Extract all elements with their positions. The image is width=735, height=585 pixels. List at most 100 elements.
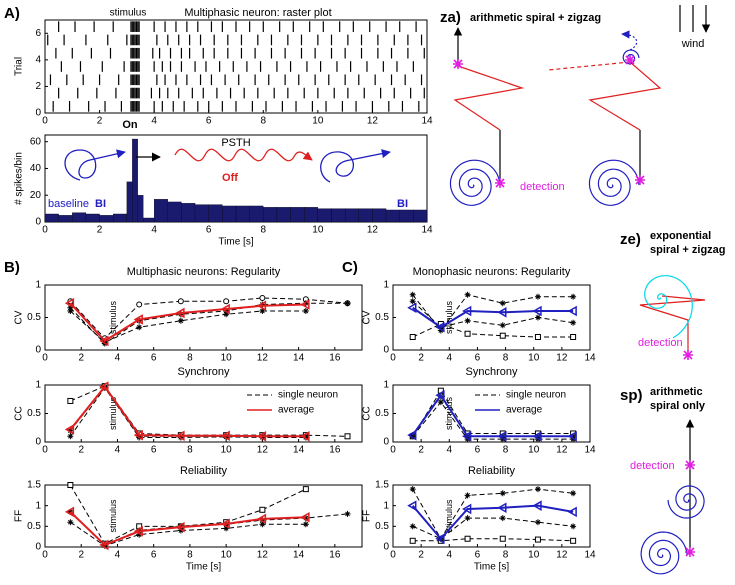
marker xyxy=(567,506,577,518)
bar xyxy=(331,208,346,223)
marker xyxy=(407,500,417,511)
marker xyxy=(570,293,577,300)
series-line xyxy=(69,511,306,547)
chart-title: Synchrony xyxy=(466,366,518,378)
x-tick-label: 10 xyxy=(312,225,324,236)
marker xyxy=(133,526,143,537)
marker xyxy=(220,518,230,530)
x-tick-label: 12 xyxy=(367,116,379,127)
marker xyxy=(497,502,507,514)
plot-frame xyxy=(44,19,428,114)
marker xyxy=(409,537,416,544)
marker xyxy=(344,300,351,307)
y-tick-label: 0 xyxy=(35,542,41,553)
panel-label: ze) xyxy=(620,231,641,248)
marker xyxy=(223,525,230,532)
x-tick-label: 4 xyxy=(115,445,121,456)
marker xyxy=(534,293,541,300)
marker xyxy=(499,332,506,339)
marker xyxy=(497,431,507,442)
series-line xyxy=(411,393,574,438)
detection-star xyxy=(453,59,463,69)
marker xyxy=(570,523,577,530)
x-tick-label: 2 xyxy=(78,353,84,364)
marker xyxy=(259,308,266,314)
marker xyxy=(302,521,309,528)
y-tick-label: 0 xyxy=(35,437,41,448)
x-tick-label: 6 xyxy=(206,116,212,127)
psth-cartoon xyxy=(64,148,391,183)
marker xyxy=(344,433,351,440)
marker xyxy=(101,339,108,346)
detection-star xyxy=(625,55,635,65)
chart-title: Monophasic neurons: Regularity xyxy=(413,266,571,278)
marker xyxy=(567,431,577,442)
marker xyxy=(302,308,309,314)
bar xyxy=(385,209,400,223)
marker xyxy=(64,424,75,435)
diagram-arrows xyxy=(453,5,706,548)
series-line xyxy=(69,484,307,545)
spiral xyxy=(449,159,501,206)
x-tick-label: 16 xyxy=(329,445,341,456)
y-tick-label: 0 xyxy=(383,345,389,356)
x-tick-label: 14 xyxy=(584,445,596,456)
marker xyxy=(532,305,542,317)
y-tick-label: 20 xyxy=(30,190,42,201)
series-line xyxy=(69,385,306,438)
marker xyxy=(534,314,541,321)
marker xyxy=(223,311,230,318)
diagram-title: exponential xyxy=(650,230,711,242)
diagram-title: spiral only xyxy=(650,400,706,412)
x-tick-label: 12 xyxy=(556,550,568,561)
marker xyxy=(435,321,445,333)
bar xyxy=(99,215,114,223)
x-tick-label: 6 xyxy=(475,445,481,456)
marker xyxy=(67,427,74,434)
stimulus-label: stimulus xyxy=(444,301,454,335)
marker xyxy=(99,335,109,347)
series-line xyxy=(69,297,348,340)
y-axis-label: # spikes/bin xyxy=(14,152,25,205)
marker xyxy=(532,431,542,442)
x-tick-label: 4 xyxy=(151,116,157,127)
marker xyxy=(534,536,541,543)
y-tick-label: 60 xyxy=(30,136,42,147)
marker xyxy=(407,302,417,314)
marker xyxy=(464,515,471,522)
bar xyxy=(181,203,196,223)
marker xyxy=(259,301,266,308)
marker xyxy=(570,319,577,326)
x-tick-label: 14 xyxy=(584,353,596,364)
y-tick-label: 1.5 xyxy=(375,480,389,491)
y-axis-label: CC xyxy=(14,406,25,420)
y-tick-label: 1 xyxy=(35,500,41,511)
series-line xyxy=(412,389,574,437)
spiral xyxy=(640,531,688,575)
stimulus-label: stimulus xyxy=(108,397,118,431)
marker xyxy=(462,503,472,515)
bar xyxy=(153,199,168,223)
x-tick-label: 10 xyxy=(528,353,540,364)
bar xyxy=(143,217,155,223)
panel-label: B) xyxy=(4,259,20,276)
x-tick-label: 4 xyxy=(447,445,453,456)
marker xyxy=(499,490,506,497)
y-axis-label: Trial xyxy=(14,57,25,76)
series-line xyxy=(412,488,574,540)
y-axis-label: CV xyxy=(14,310,25,324)
x-tick-label: 2 xyxy=(97,116,103,127)
marker xyxy=(136,324,143,331)
x-tick-label: 2 xyxy=(418,353,424,364)
detection-label: detection xyxy=(630,460,675,472)
bar xyxy=(132,138,138,223)
marker xyxy=(497,307,507,318)
x-tick-label: 8 xyxy=(503,445,509,456)
y-tick-label: 1 xyxy=(383,280,389,291)
marker xyxy=(175,430,185,442)
marker xyxy=(302,434,309,441)
marker xyxy=(259,434,266,441)
x-tick-label: 0 xyxy=(42,353,48,364)
x-tick-label: 6 xyxy=(475,353,481,364)
bar xyxy=(44,213,59,223)
